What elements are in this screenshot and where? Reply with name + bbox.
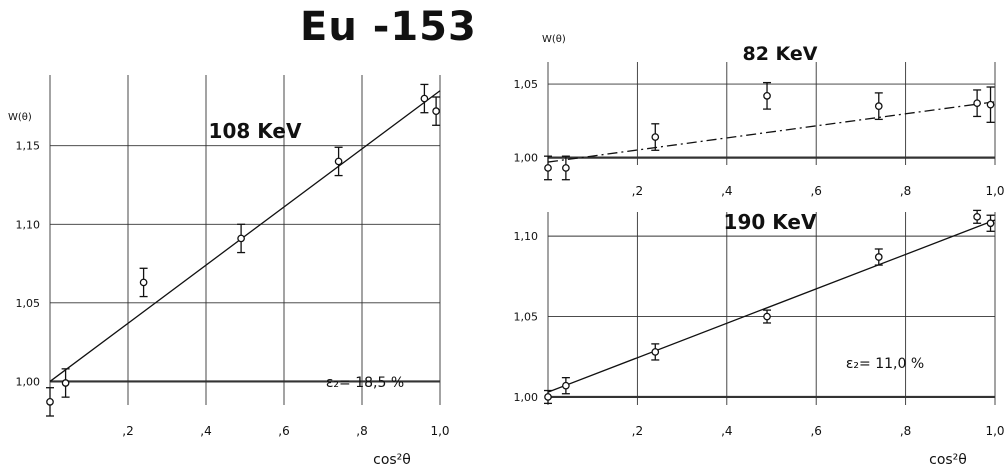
chart-1: 1,00 1,05 1,10 1,15 ,2 ,4 ,6 ,8 1,0 108 KeV W(θ) co…: [8, 75, 450, 468]
x-tick-label: ,6: [810, 184, 821, 198]
point-marker: [139, 278, 148, 287]
point-marker: [874, 102, 883, 110]
point-marker: [432, 107, 440, 115]
data-point: [986, 214, 995, 232]
data-point: [973, 209, 982, 224]
point-marker: [874, 253, 883, 261]
point-marker: [763, 312, 771, 321]
data-point: [874, 248, 883, 266]
data-point: [61, 368, 70, 398]
point-marker: [46, 398, 54, 406]
y-tick-label: 1,05: [514, 78, 539, 91]
data-point: [334, 146, 343, 177]
efficiency-annotation: ε₂= 11,0 %: [846, 356, 924, 372]
data-point: [139, 267, 148, 298]
point-marker: [651, 133, 660, 141]
data-point: [561, 377, 570, 395]
point-marker: [763, 91, 771, 100]
x-tick-label: ,8: [356, 424, 367, 438]
y-tick-label: 1,00: [514, 391, 539, 404]
y-tick-label: 1,05: [16, 297, 41, 310]
data-point: [420, 83, 429, 114]
x-tick-label: ,8: [900, 424, 911, 438]
point-marker: [420, 94, 429, 103]
data-point: [544, 155, 552, 181]
panel-title: 82 KeV: [742, 43, 817, 65]
x-tick-label: ,6: [810, 424, 821, 438]
point-marker: [973, 99, 981, 108]
x-tick-label: ,2: [632, 424, 643, 438]
y-tick-label: 1,05: [514, 311, 539, 324]
y-tick-label: 1,00: [16, 375, 41, 388]
point-marker: [61, 379, 70, 387]
point-marker: [544, 164, 552, 172]
x-axis-label: cos²θ: [929, 452, 967, 468]
data-point: [973, 89, 982, 118]
chart-3: 1,00 1,05 1,10 ,2 ,4 ,6 ,8 1,0 190 KeV cos²θ ε₂= 1…: [514, 209, 1005, 468]
efficiency-annotation: ε₂= 18,5 %: [326, 375, 404, 391]
point-marker: [986, 100, 995, 109]
point-marker: [237, 234, 245, 243]
x-tick-label: ,2: [122, 424, 133, 438]
data-point: [544, 389, 552, 405]
figure-title: Eu -153: [300, 4, 477, 50]
data-point: [561, 155, 570, 181]
y-tick-label: 1,00: [514, 152, 539, 165]
x-axis-label: cos²θ: [373, 452, 411, 468]
x-tick-label: 1,0: [985, 184, 1004, 198]
y-axis-label: W(θ): [8, 112, 32, 123]
point-marker: [973, 212, 981, 221]
fit-line: [547, 101, 996, 163]
y-tick-label: 1,10: [514, 230, 539, 243]
data-point: [237, 223, 246, 254]
x-tick-label: 1,0: [430, 424, 449, 438]
chart-2: 1,00 1,05 ,2 ,4 ,6 ,8 1,0 82 KeV W(θ): [514, 34, 1005, 198]
data-point: [651, 123, 660, 151]
point-marker: [334, 157, 343, 166]
point-marker: [986, 219, 995, 228]
fit-line: [49, 90, 441, 382]
point-marker: [651, 348, 660, 356]
x-tick-label: ,6: [278, 424, 289, 438]
data-point: [763, 81, 772, 110]
panel-title: 190 KeV: [724, 210, 817, 234]
x-tick-label: 1,0: [985, 424, 1004, 438]
fit-line: [547, 219, 996, 393]
x-tick-label: ,2: [632, 184, 643, 198]
point-marker: [544, 393, 552, 401]
data-point: [763, 309, 772, 324]
data-point: [46, 387, 54, 417]
x-tick-label: ,4: [200, 424, 211, 438]
y-axis-label: W(θ): [542, 34, 566, 45]
data-point: [432, 96, 441, 126]
x-tick-label: ,4: [721, 184, 732, 198]
y-tick-label: 1,10: [16, 218, 41, 231]
panel-title: 108 KeV: [209, 119, 302, 143]
y-tick-label: 1,15: [16, 140, 41, 153]
point-marker: [562, 381, 570, 390]
point-marker: [562, 164, 570, 172]
data-point: [651, 343, 660, 361]
x-tick-label: ,8: [900, 184, 911, 198]
data-point: [986, 86, 995, 123]
x-tick-label: ,4: [721, 424, 732, 438]
data-point: [874, 92, 883, 121]
